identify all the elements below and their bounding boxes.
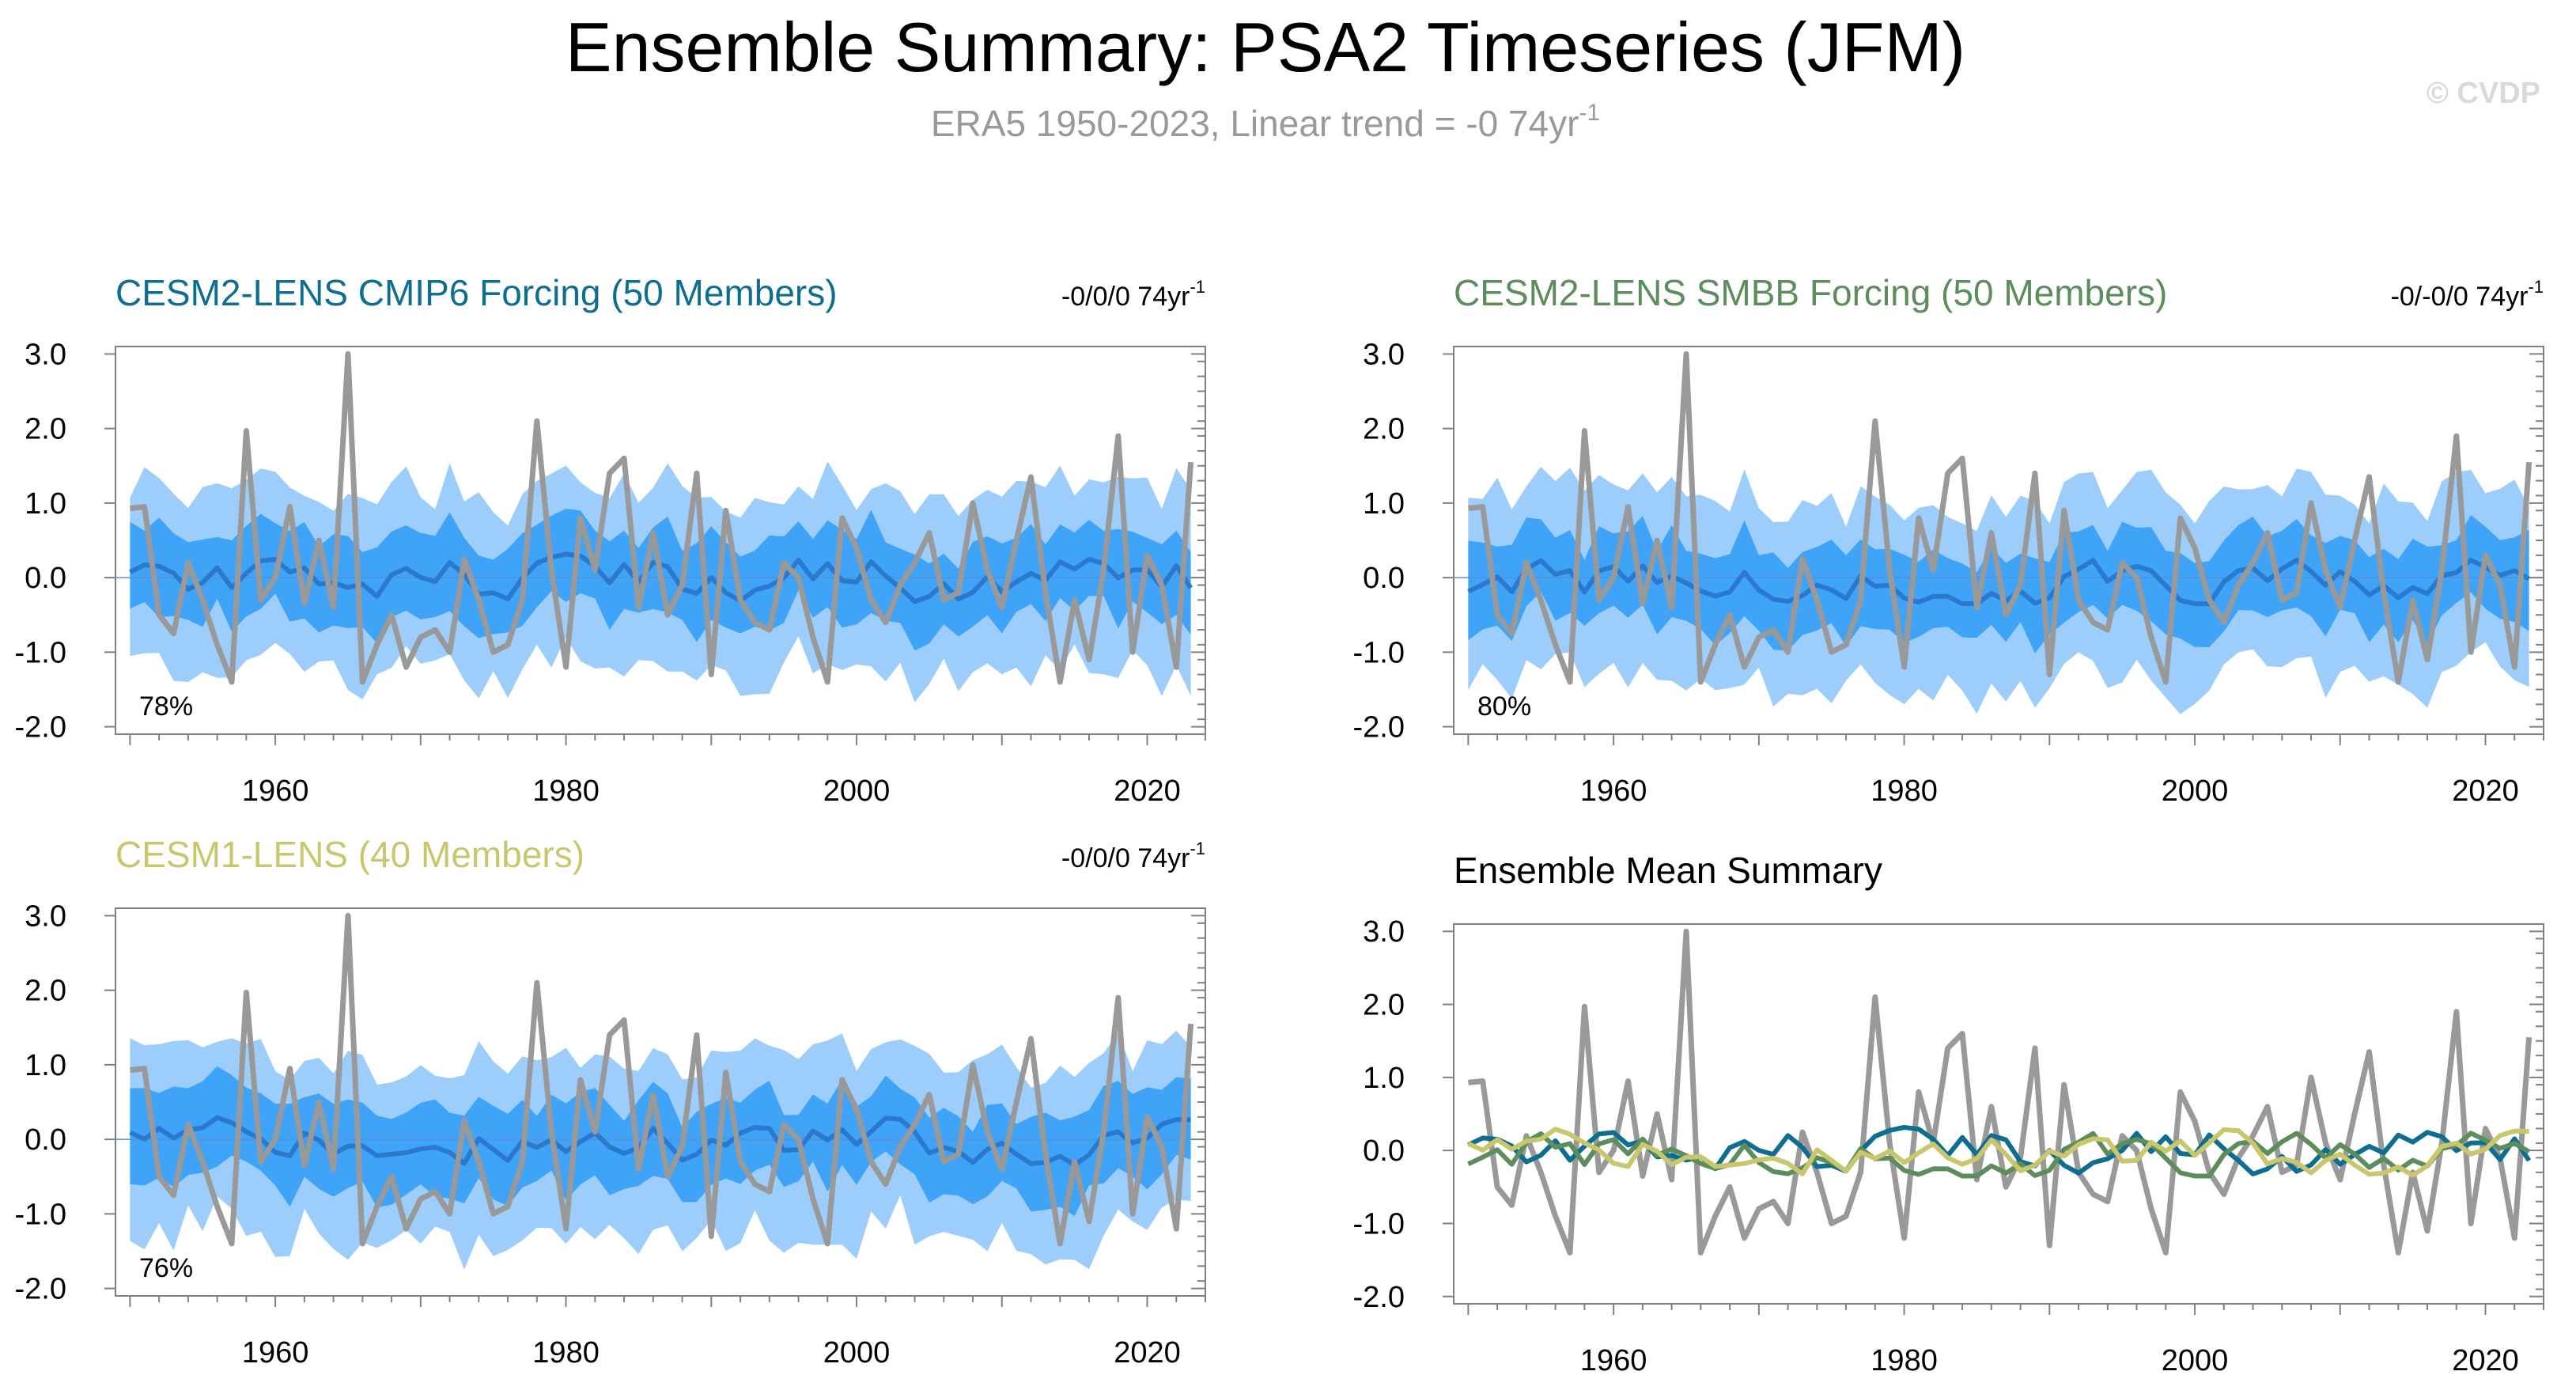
y-tick-label: -2.0 <box>1353 711 1405 744</box>
y-tick-label: -2.0 <box>15 711 66 744</box>
x-tick-label: 1980 <box>532 1336 600 1369</box>
plot-area-cmip6 <box>115 350 1205 703</box>
x-tick-label: 1960 <box>1580 775 1647 808</box>
percent-label-cesm1: 76% <box>139 1253 193 1283</box>
percent-label-cmip6: 78% <box>139 691 193 722</box>
trend-superscript: -1 <box>1190 277 1205 297</box>
y-tick-label: -1.0 <box>1353 636 1405 669</box>
y-tick-label: 0.0 <box>1363 562 1405 595</box>
y-tick-label: 2.0 <box>1363 989 1405 1022</box>
y-tick-label: -2.0 <box>15 1273 66 1306</box>
x-tick-label: 1980 <box>1871 775 1938 808</box>
panel-title-cesm1: CESM1-LENS (40 Members) <box>115 834 584 875</box>
y-tick-label: 3.0 <box>25 900 66 933</box>
x-tick-label: 1980 <box>1871 1344 1938 1377</box>
panel-title-cmip6: CESM2-LENS CMIP6 Forcing (50 Members) <box>115 272 838 313</box>
figure-subtitle: ERA5 1950-2023, Linear trend = -0 74yr-1 <box>931 100 1600 144</box>
panel-title-smbb: CESM2-LENS SMBB Forcing (50 Members) <box>1454 272 2167 313</box>
x-tick-label: 1960 <box>1580 1344 1647 1377</box>
x-tick-label: 2020 <box>1114 775 1181 808</box>
panels-container: CESM2-LENS CMIP6 Forcing (50 Members) -0/… <box>15 272 2544 1377</box>
era5-line-cesm1 <box>130 912 1194 1247</box>
y-tick-label: 2.0 <box>1363 413 1405 446</box>
trend-label-smbb: -0/-0/0 74yr-1 <box>2391 277 2544 312</box>
y-tick-label: 1.0 <box>1363 1062 1405 1095</box>
trend-label-cmip6: -0/0/0 74yr-1 <box>1061 277 1205 312</box>
panel-title-summary: Ensemble Mean Summary <box>1454 850 1882 891</box>
plot-area-smbb <box>1454 350 2544 714</box>
y-tick-label: 2.0 <box>25 975 66 1008</box>
x-tick-label: 2000 <box>823 1336 891 1369</box>
trend-value: -0/-0/0 74yr <box>2391 282 2529 312</box>
axes-frame-summary <box>1453 923 2544 1305</box>
x-tick-label: 2000 <box>2162 775 2229 808</box>
x-tick-label: 1960 <box>242 775 309 808</box>
plot-area-summary <box>1467 928 2532 1256</box>
y-tick-label: 1.0 <box>25 1049 66 1082</box>
mean-line-cesm2-lens-smbb-mean <box>1467 1131 2531 1179</box>
x-tick-label: 2020 <box>2452 1344 2519 1377</box>
era5-line-summary <box>1468 928 2532 1256</box>
panel-smbb: CESM2-LENS SMBB Forcing (50 Members) -0/-… <box>1353 272 2544 808</box>
era5-line-cmip6 <box>130 350 1194 685</box>
era5-line-smbb <box>1468 350 2532 685</box>
y-tick-label: -1.0 <box>15 636 66 669</box>
watermark: © CVDP <box>2427 77 2540 110</box>
y-tick-label: -1.0 <box>15 1198 66 1231</box>
trend-value: -0/0/0 74yr <box>1061 843 1190 873</box>
y-tick-label: 3.0 <box>1363 915 1405 949</box>
y-tick-label: 3.0 <box>25 338 66 371</box>
plot-area-cesm1 <box>115 912 1205 1270</box>
x-tick-label: 2000 <box>2162 1344 2229 1377</box>
subtitle-superscript: -1 <box>1579 100 1600 126</box>
x-tick-label: 1960 <box>242 1336 309 1369</box>
y-tick-label: 2.0 <box>25 413 66 446</box>
x-tick-label: 2020 <box>2452 775 2519 808</box>
y-tick-label: -2.0 <box>1353 1281 1405 1314</box>
y-tick-label: 3.0 <box>1363 338 1405 371</box>
subtitle-main: ERA5 1950-2023, Linear trend = -0 74yr <box>931 103 1579 144</box>
trend-superscript: -1 <box>1190 839 1205 858</box>
figure-title: Ensemble Summary: PSA2 Timeseries (JFM) <box>566 8 1965 86</box>
panel-summary: Ensemble Mean Summary 3.0 2.0 1.0 0.0 -1.0 -2.… <box>1353 850 2544 1377</box>
x-tick-label: 1980 <box>532 775 600 808</box>
y-tick-label: 1.0 <box>1363 487 1405 521</box>
panel-cesm1: CESM1-LENS (40 Members) -0/0/0 74yr-1 76% 3… <box>15 834 1206 1369</box>
y-tick-label: 1.0 <box>25 487 66 521</box>
ensemble-mean-line-smbb <box>1467 557 2531 607</box>
y-tick-label: 0.0 <box>1363 1135 1405 1168</box>
x-tick-label: 2000 <box>823 775 891 808</box>
trend-label-cesm1: -0/0/0 74yr-1 <box>1061 839 1205 873</box>
mean-line-cesm1-lens-mean <box>1467 1127 2529 1178</box>
trend-value: -0/0/0 74yr <box>1061 282 1190 312</box>
panel-cmip6: CESM2-LENS CMIP6 Forcing (50 Members) -0/… <box>15 272 1206 808</box>
percent-label-smbb: 80% <box>1477 691 1531 722</box>
y-tick-label: -1.0 <box>1353 1207 1405 1241</box>
x-tick-label: 2020 <box>1114 1336 1181 1369</box>
y-tick-label: 0.0 <box>25 562 66 595</box>
y-tick-label: 0.0 <box>25 1123 66 1157</box>
trend-superscript: -1 <box>2528 277 2544 297</box>
